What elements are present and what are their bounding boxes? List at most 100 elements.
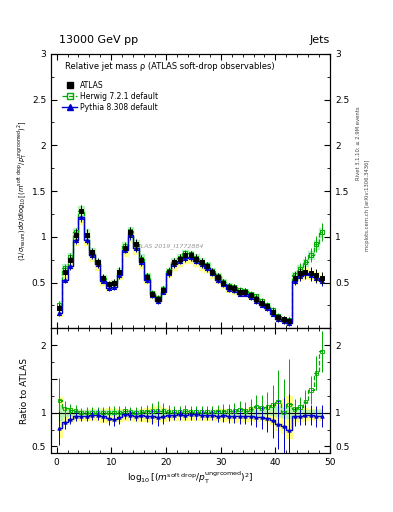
Point: [313, 240, 320, 248]
Y-axis label: $(1/\sigma_{\rm resum})\,d\sigma/d\log_{10}[(m^{\rm soft\ drop}/p_{\rm T}^{\rm u: $(1/\sigma_{\rm resum})\,d\sigma/d\log_{…: [16, 121, 29, 261]
Point: [198, 411, 205, 419]
Point: [198, 258, 205, 266]
Point: [154, 413, 161, 421]
Point: [176, 410, 183, 418]
Point: [242, 412, 248, 420]
Point: [253, 295, 259, 303]
Point: [286, 425, 292, 434]
Point: [144, 273, 150, 281]
Point: [242, 407, 248, 415]
Point: [220, 411, 227, 419]
Point: [313, 412, 320, 420]
Point: [319, 412, 325, 420]
Point: [73, 407, 79, 415]
Point: [292, 412, 298, 420]
Point: [89, 251, 95, 259]
Text: 13000 GeV pp: 13000 GeV pp: [59, 35, 138, 45]
Point: [176, 257, 183, 265]
Point: [138, 254, 145, 263]
Point: [215, 276, 221, 284]
X-axis label: $\log_{10}[(m^{\rm soft\ drop}/p_{\rm T}^{\rm ungroomed})^2]$: $\log_{10}[(m^{\rm soft\ drop}/p_{\rm T}…: [127, 470, 254, 486]
Point: [313, 271, 320, 280]
Point: [154, 407, 161, 415]
Point: [176, 408, 183, 416]
Point: [154, 297, 161, 305]
Point: [231, 284, 237, 292]
Point: [100, 412, 106, 420]
Point: [270, 308, 276, 316]
Point: [116, 413, 123, 421]
Point: [259, 301, 265, 309]
Point: [160, 407, 166, 415]
Point: [242, 288, 248, 296]
Point: [105, 284, 112, 292]
Point: [122, 244, 128, 252]
Point: [122, 242, 128, 250]
Point: [165, 411, 172, 419]
Point: [127, 408, 134, 416]
Point: [144, 272, 150, 280]
Point: [105, 280, 112, 288]
Point: [275, 397, 281, 406]
Point: [67, 255, 73, 264]
Point: [149, 412, 156, 420]
Point: [242, 289, 248, 297]
Point: [94, 259, 101, 267]
Point: [56, 424, 62, 432]
Point: [220, 407, 227, 415]
Point: [133, 240, 139, 248]
Point: [198, 408, 205, 416]
Point: [237, 405, 243, 413]
Point: [215, 412, 221, 420]
Point: [275, 315, 281, 323]
Point: [100, 274, 106, 282]
Point: [253, 413, 259, 421]
Point: [187, 410, 194, 418]
Point: [78, 412, 84, 420]
Point: [209, 267, 216, 275]
Point: [127, 411, 134, 419]
Point: [62, 418, 68, 426]
Point: [62, 404, 68, 412]
Point: [73, 236, 79, 244]
Point: [122, 246, 128, 254]
Point: [116, 271, 123, 280]
Point: [144, 412, 150, 420]
Point: [281, 315, 287, 323]
Point: [286, 319, 292, 327]
Point: [264, 304, 270, 312]
Point: [193, 254, 199, 262]
Point: [253, 402, 259, 411]
Point: [105, 409, 112, 417]
Point: [94, 409, 101, 417]
Point: [133, 412, 139, 420]
Point: [226, 282, 232, 290]
Point: [220, 278, 227, 286]
Point: [259, 413, 265, 421]
Point: [160, 285, 166, 293]
Point: [111, 283, 117, 291]
Point: [302, 259, 309, 267]
Point: [248, 405, 254, 413]
Point: [171, 259, 177, 267]
Point: [204, 408, 210, 416]
Point: [138, 411, 145, 419]
Point: [270, 401, 276, 409]
Point: [182, 254, 188, 262]
Point: [204, 262, 210, 270]
Point: [73, 228, 79, 237]
Point: [248, 293, 254, 301]
Point: [67, 262, 73, 270]
Point: [187, 408, 194, 416]
Point: [83, 409, 90, 417]
Point: [56, 309, 62, 317]
Point: [89, 248, 95, 257]
Point: [149, 291, 156, 300]
Point: [281, 409, 287, 417]
Point: [226, 285, 232, 293]
Point: [297, 265, 303, 273]
Point: [264, 301, 270, 309]
Point: [187, 250, 194, 258]
Point: [100, 276, 106, 285]
Text: Rivet 3.1.10; ≥ 2.9M events: Rivet 3.1.10; ≥ 2.9M events: [356, 106, 361, 180]
